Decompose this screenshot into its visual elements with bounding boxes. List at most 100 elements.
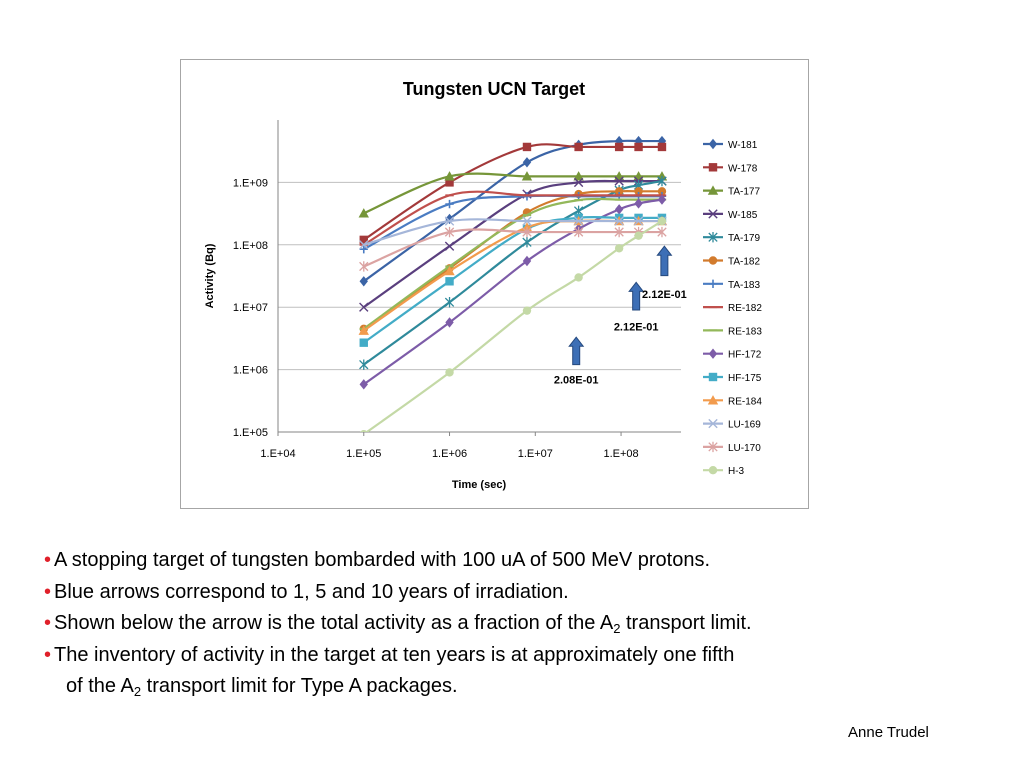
data-point	[634, 231, 643, 240]
legend-item: W-185	[703, 209, 758, 221]
data-point	[444, 241, 455, 251]
data-point	[359, 235, 368, 245]
bullet-continuation: of the A2 transport limit for Type A pac…	[44, 671, 1004, 703]
annotation-label: 2.08E-01	[554, 374, 599, 386]
irradiation-arrow	[628, 281, 645, 311]
author-name: Anne Trudel	[848, 724, 929, 741]
bullet-text: Shown below the arrow is the total activ…	[54, 612, 614, 634]
legend-swatch-marker	[708, 138, 718, 150]
data-point	[521, 171, 533, 181]
data-point	[522, 306, 532, 315]
data-point	[657, 226, 667, 238]
legend-label: W-178	[728, 163, 758, 174]
data-point	[358, 208, 369, 218]
data-point	[574, 142, 583, 152]
y-tick-label: 1.E+07	[233, 302, 268, 314]
legend-label: HF-172	[728, 350, 762, 361]
y-tick-label: 1.E+06	[233, 365, 268, 377]
data-point	[657, 175, 667, 187]
irradiation-arrow	[568, 336, 585, 366]
bullet-marker: •	[44, 549, 52, 571]
data-point	[634, 142, 643, 152]
data-point	[634, 198, 643, 209]
y-tick-label: 1.E+09	[233, 177, 268, 189]
data-point	[445, 178, 454, 187]
data-point	[633, 216, 644, 226]
data-point	[614, 187, 624, 196]
legend-swatch-marker	[708, 279, 718, 288]
legend-swatch-marker	[708, 348, 718, 359]
legend-item: W-181	[703, 138, 758, 151]
data-point	[614, 244, 624, 253]
series-line	[363, 198, 663, 386]
data-point	[657, 142, 667, 152]
legend-item: HF-175	[703, 372, 762, 384]
data-point	[444, 265, 455, 276]
data-point	[614, 142, 624, 152]
bullet-item: • Shown below the arrow is the total acti…	[44, 608, 1004, 640]
data-point	[522, 157, 532, 168]
bullet-text: Blue arrows correspond to 1, 5 and 10 ye…	[54, 580, 569, 603]
data-point	[574, 273, 583, 282]
data-point	[614, 216, 624, 226]
legend-item: TA-179	[703, 232, 760, 244]
bullet-item: • The inventory of activity in the target…	[44, 640, 1004, 672]
legend-label: TA-177	[728, 187, 760, 198]
bullet-list: • A stopping target of tungsten bombarded…	[44, 545, 1004, 703]
legend-swatch-marker	[708, 372, 718, 382]
bullet-marker: •	[44, 643, 52, 666]
data-point	[358, 325, 369, 335]
legend-item: H-3	[703, 466, 745, 477]
legend-item: TA-177	[703, 185, 760, 198]
x-tick-label: 1.E+04	[260, 448, 295, 460]
data-point	[359, 302, 369, 312]
data-point	[359, 245, 368, 254]
data-point	[444, 171, 455, 181]
legend-label: H-3	[728, 466, 745, 477]
data-point	[614, 176, 624, 186]
chart-frame: Tungsten UCN Target Time (sec) Activity (B…	[180, 59, 809, 509]
data-point	[445, 277, 454, 286]
legend-label: W-185	[728, 210, 758, 221]
legend-label: LU-169	[728, 420, 761, 431]
data-point	[634, 187, 643, 196]
data-point	[522, 255, 532, 267]
annotation-label: 2.12E-01	[614, 322, 659, 334]
data-point	[522, 142, 532, 152]
data-point	[657, 187, 667, 196]
legend-label: W-181	[728, 140, 758, 151]
plot-area	[358, 135, 668, 432]
data-point	[573, 171, 584, 181]
data-point	[445, 199, 454, 209]
data-point	[657, 194, 667, 205]
chart-title: Tungsten UCN Target	[403, 79, 585, 99]
data-point	[522, 226, 532, 238]
x-axis-label: Time (sec)	[452, 479, 507, 491]
chart-svg: Tungsten UCN Target Time (sec) Activity (B…	[204, 79, 762, 491]
bullet-marker: •	[44, 612, 52, 634]
data-point	[614, 204, 624, 215]
bullet-subscript: 2	[133, 684, 142, 699]
bullet-marker: •	[44, 580, 52, 603]
data-point	[445, 368, 454, 377]
bullet-subscript: 2	[613, 621, 621, 636]
legend-label: RE-183	[728, 326, 762, 337]
data-point	[614, 226, 624, 238]
bullet-item: • Blue arrows correspond to 1, 5 and 10 y…	[44, 577, 1004, 609]
y-axis-label: Activity (Bq)	[204, 243, 216, 308]
data-point	[522, 237, 532, 248]
data-point	[573, 216, 584, 226]
data-point	[657, 216, 667, 226]
legend-label: LU-170	[728, 443, 761, 454]
legend-swatch-marker	[708, 232, 718, 243]
legend-swatch-marker	[708, 163, 718, 172]
x-tick-label: 1.E+07	[518, 448, 553, 460]
legend-item: RE-183	[703, 326, 762, 337]
legend-swatch-marker	[708, 466, 718, 475]
bullet-text: A stopping target of tungsten bombarded …	[54, 549, 711, 571]
legend-item: RE-182	[703, 303, 762, 314]
data-point	[360, 430, 368, 432]
data-point	[359, 276, 368, 287]
data-point	[522, 216, 532, 226]
bullet-text: of the A	[66, 675, 134, 697]
